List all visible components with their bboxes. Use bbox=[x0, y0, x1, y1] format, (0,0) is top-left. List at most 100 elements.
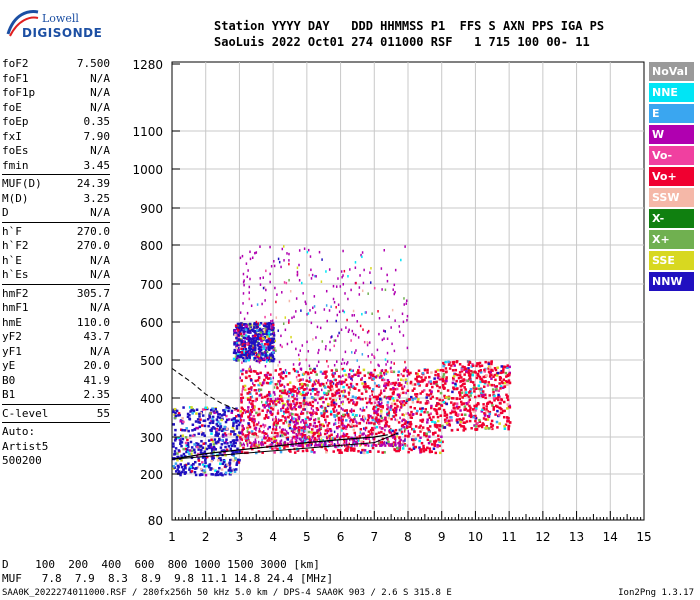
echo-point bbox=[283, 412, 285, 415]
echo-point bbox=[262, 328, 266, 332]
echo-point bbox=[496, 371, 500, 375]
echo-point bbox=[353, 373, 355, 377]
echo-point bbox=[333, 339, 336, 342]
echo-point bbox=[296, 422, 299, 425]
echo-point bbox=[258, 361, 261, 364]
echo-point bbox=[240, 413, 243, 417]
echo-point bbox=[325, 449, 328, 452]
echo-point bbox=[199, 454, 202, 458]
echo-point bbox=[270, 437, 273, 441]
echo-point bbox=[442, 400, 446, 404]
echo-point bbox=[379, 414, 382, 418]
echo-point bbox=[240, 347, 243, 351]
echo-point bbox=[389, 408, 392, 412]
echo-point bbox=[222, 413, 226, 416]
param-value: 55 bbox=[96, 406, 110, 420]
echo-point bbox=[398, 396, 401, 399]
echo-point bbox=[351, 419, 354, 422]
echo-point bbox=[342, 385, 345, 389]
echo-point bbox=[342, 394, 345, 398]
echo-point bbox=[258, 323, 261, 327]
echo-point bbox=[410, 395, 413, 399]
echo-point bbox=[319, 432, 322, 435]
echo-point bbox=[240, 450, 244, 454]
echo-point bbox=[230, 430, 233, 433]
param-name: foEp bbox=[2, 115, 29, 128]
echo-point bbox=[380, 389, 382, 393]
echo-point bbox=[188, 436, 192, 440]
echo-point bbox=[221, 473, 224, 477]
echo-point bbox=[243, 323, 246, 326]
echo-point bbox=[337, 416, 341, 420]
echo-point bbox=[326, 415, 329, 418]
echo-point bbox=[288, 391, 292, 395]
echo-point bbox=[364, 417, 367, 421]
echo-point bbox=[346, 411, 348, 415]
echo-point bbox=[385, 363, 387, 366]
echo-point bbox=[357, 449, 360, 453]
echo-point bbox=[266, 409, 270, 412]
echo-point bbox=[253, 323, 256, 326]
echo-point bbox=[400, 400, 403, 403]
echo-point bbox=[308, 364, 311, 368]
echo-point bbox=[204, 459, 207, 462]
echo-point bbox=[403, 430, 406, 433]
echo-point bbox=[298, 358, 301, 361]
echo-point bbox=[420, 410, 423, 413]
echo-point bbox=[468, 404, 471, 408]
echo-point bbox=[237, 423, 241, 427]
echo-point bbox=[205, 447, 209, 451]
echo-point bbox=[236, 331, 239, 335]
echo-point bbox=[426, 427, 429, 430]
echo-point bbox=[500, 380, 504, 384]
y-tick-label: 900 bbox=[140, 202, 163, 216]
echo-point bbox=[311, 396, 314, 399]
echo-point bbox=[468, 398, 472, 402]
echo-point bbox=[386, 442, 390, 445]
upper-dashed-trace bbox=[171, 367, 240, 411]
echo-point bbox=[367, 416, 371, 419]
echo-point bbox=[280, 430, 283, 434]
echo-point bbox=[313, 367, 316, 371]
param-row: foEp 0.35 bbox=[2, 115, 110, 130]
echo-point bbox=[390, 417, 393, 421]
echo-point bbox=[310, 321, 313, 325]
echo-point bbox=[376, 418, 379, 422]
echo-point bbox=[402, 425, 404, 429]
echo-point bbox=[430, 371, 433, 374]
echo-point bbox=[442, 373, 446, 376]
echo-point bbox=[329, 444, 331, 447]
echo-point bbox=[257, 450, 261, 453]
echo-point bbox=[188, 449, 192, 452]
echo-point bbox=[222, 460, 226, 464]
echo-point bbox=[330, 401, 334, 404]
echo-point bbox=[228, 461, 231, 465]
echo-point bbox=[236, 354, 240, 358]
echo-point bbox=[242, 332, 246, 336]
echo-point bbox=[302, 400, 306, 403]
echo-point bbox=[392, 415, 396, 418]
echo-point bbox=[332, 407, 335, 411]
echo-point bbox=[430, 404, 433, 408]
echo-point bbox=[249, 441, 252, 445]
echo-point bbox=[253, 388, 257, 392]
echo-point bbox=[359, 414, 361, 417]
echo-point bbox=[326, 427, 329, 431]
echo-point bbox=[401, 413, 404, 416]
echo-point bbox=[277, 329, 279, 332]
echo-point bbox=[303, 402, 307, 406]
echo-point bbox=[503, 385, 506, 389]
echo-point bbox=[252, 352, 256, 355]
echo-point bbox=[269, 353, 272, 356]
echo-point bbox=[246, 444, 249, 447]
param-row: MUF(D) 24.39 bbox=[2, 177, 110, 192]
echo-point bbox=[198, 415, 201, 418]
echo-point bbox=[227, 409, 230, 413]
echo-point bbox=[386, 370, 389, 374]
echo-point bbox=[214, 407, 217, 411]
echo-point bbox=[208, 421, 212, 425]
echo-point bbox=[288, 299, 291, 303]
echo-point bbox=[365, 405, 368, 409]
echo-point bbox=[203, 424, 207, 428]
echo-point bbox=[346, 447, 349, 450]
